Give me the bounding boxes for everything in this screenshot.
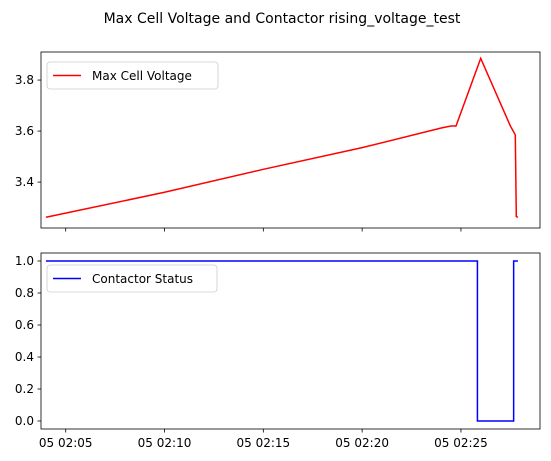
voltage-axes: 3.4 3.6 3.8 Max Cell Voltage [15,51,541,232]
contactor-x-tick-label: 05 02:20 [335,436,389,450]
voltage-axis-ticks: 3.4 3.6 3.8 [15,73,462,232]
contactor-x-tick-label: 05 02:25 [434,436,488,450]
voltage-y-tick-label: 3.6 [15,124,34,138]
contactor-y-tick-label: 1.0 [15,254,34,268]
voltage-legend-label: Max Cell Voltage [92,69,192,83]
contactor-y-tick-label: 0.6 [15,318,34,332]
contactor-y-tick-label: 0.8 [15,286,34,300]
contactor-x-tick-label: 05 02:15 [236,436,290,450]
figure-title: Max Cell Voltage and Contactor rising_vo… [104,11,461,27]
contactor-legend-label: Contactor Status [92,272,193,286]
contactor-y-tick-label: 0.2 [15,382,34,396]
contactor-axes: 0.0 0.2 0.4 0.6 0.8 1.0 05 02:05 05 02:10 05 02:… [15,252,541,450]
contactor-x-tick-label: 05 02:05 [39,436,93,450]
contactor-series-line [45,260,518,422]
voltage-y-tick-label: 3.4 [15,175,34,189]
contactor-legend-box [46,264,218,293]
contactor-legend: Contactor Status [46,264,218,293]
voltage-series [45,56,519,219]
contactor-x-tick-label: 05 02:10 [138,436,192,450]
contactor-series [45,260,518,422]
voltage-y-tick-label: 3.8 [15,73,34,87]
voltage-series-line [45,56,519,219]
contactor-y-tick-label: 0.0 [15,414,34,428]
contactor-y-tick-label: 0.4 [15,350,34,364]
voltage-legend-box [46,61,219,90]
contactor-axis-ticks: 0.0 0.2 0.4 0.6 0.8 1.0 05 02:05 05 02:10 05 02:… [15,254,488,450]
voltage-legend: Max Cell Voltage [46,61,219,90]
